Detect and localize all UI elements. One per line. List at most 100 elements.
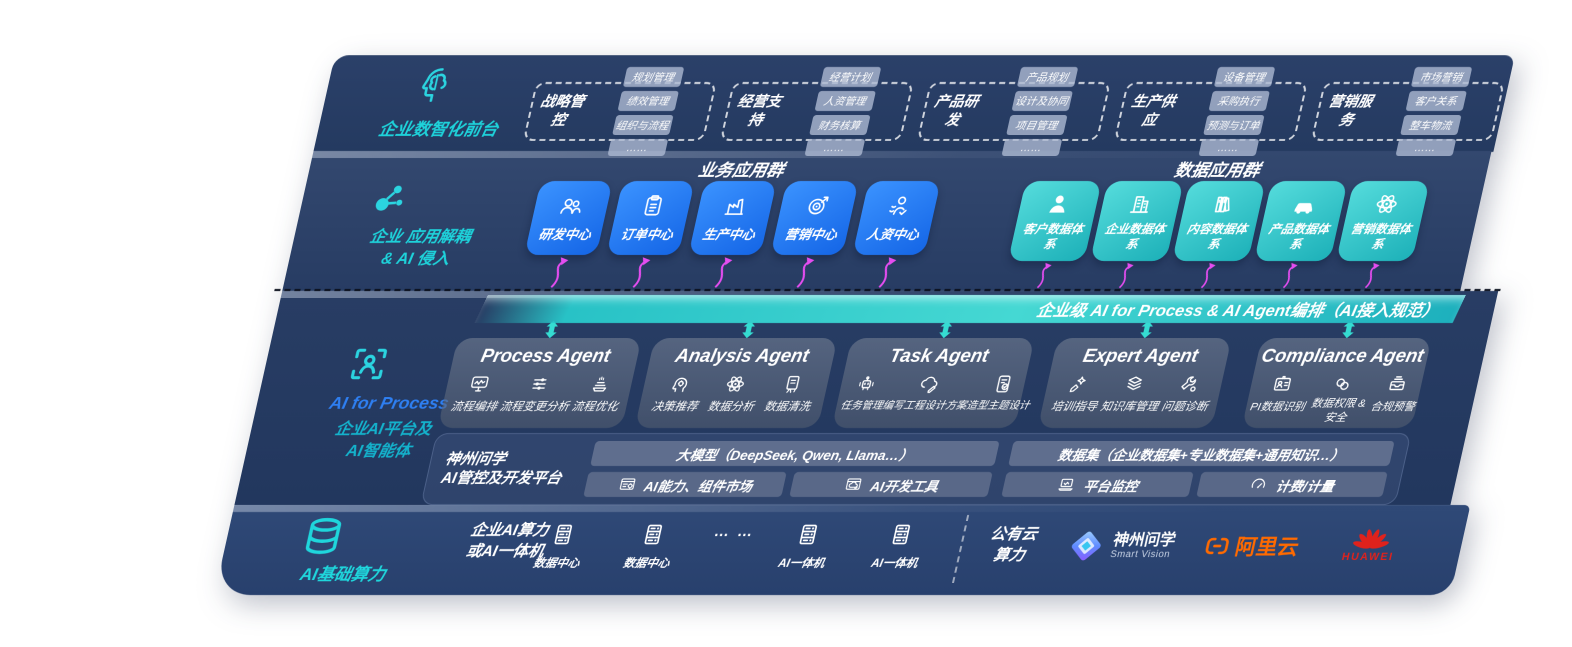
tag: 整车物流 [1399,115,1462,135]
agent-item-label: 知识库管理 [1099,401,1160,413]
data-box-label: 产品数据体系 [1267,221,1331,251]
tag: 客户关系 [1404,91,1467,111]
dataset-bar: 数据集（企业数据集+专业数据集+通用知识…） [1008,441,1395,466]
public-cloud-label-line1: 公有云 [988,526,1039,543]
tag: 经营计划 [819,67,881,87]
car-icon [1289,191,1321,217]
agent-item-label: 合规预警 [1369,401,1417,413]
cell-label: 平台监控 [1081,478,1140,494]
tag: 采购执行 [1207,91,1270,111]
agent-item-label: 问题诊断 [1160,401,1209,413]
data-box-label: 企业数据体系 [1103,221,1167,251]
idcard-icon [1269,373,1296,395]
cell-label: AI能力、组件市场 [642,478,754,494]
compliance-agent-card: Compliance Agent PI数据识别 数据权限 & 安全 合规预警 [1241,338,1432,428]
platform-monitor-cell: 平台监控 [1001,472,1194,497]
server-label: AI一体机 [869,558,919,570]
tag: 人资管理 [813,91,876,111]
billing-metering-cell: 计费/计量 [1195,472,1388,497]
server-icon [636,521,669,548]
people-icon [555,193,587,219]
clipboard-icon [637,193,669,219]
agent-item-label: 数据权限 & 安全 [1309,398,1367,424]
server-icon [791,521,824,548]
expert-agent-card: Expert Agent 培训指导 知识库管理 问题诊断 [1037,338,1232,428]
platform-label-line2: AI管控及开发平台 [439,470,564,487]
wrench-icon [1176,373,1203,395]
group-title: 生产供应 [1129,94,1177,129]
ai-allinone-server: AI一体机 [758,521,853,571]
tag: …… [1197,139,1259,156]
architecture-diagram: 企业数智化前台 战略管控 规划管理 绩效管理 组织与流程 …… 经营支持 经营计… [214,55,1571,595]
tag: 市场营销 [1410,67,1472,87]
gauge-icon [1247,475,1270,494]
cell-label: 计费/计量 [1274,478,1336,494]
agent-title: Analysis Agent [673,345,812,366]
analysis-agent-card: Analysis Agent 决策推荐 数据分析 数据清洗 [634,338,838,428]
partner-name: HUAWEI [1340,551,1395,563]
agent-item-label: 流程变更分析 [498,401,571,413]
tag: 组织与流程 [611,115,674,135]
cell-label: AI开发工具 [868,478,940,494]
partner-name: 神州问学 [1111,531,1178,549]
atom-icon [1371,191,1403,217]
partner-svision-logo: 神州问学 Smart Vision [1063,527,1179,565]
window-gear-icon [615,475,638,494]
group-title: 经营支持 [735,94,783,129]
ai-orchestration-banner: 企业级 AI for Process & AI Agent编排（AI接入规范） [474,295,1466,323]
person-icon [1043,191,1075,217]
datacenter-server: 数据中心 [513,521,608,571]
agent-title: Compliance Agent [1259,345,1427,366]
ai-dev-tools-cell: AI开发工具 [789,472,994,497]
ai-capability-market-cell: AI能力、组件市场 [583,472,787,497]
server-icon [546,521,579,548]
tag: 财务核算 [808,115,871,135]
agent-title: Task Agent [887,345,991,366]
data-box-label: 客户数据体系 [1021,221,1085,251]
infra-label: AI基础算力 [298,565,388,584]
tag: 项目管理 [1005,115,1068,135]
tag: 设计及协同 [1010,91,1073,111]
server-label: 数据中心 [621,558,671,570]
tag: …… [606,139,668,156]
books-icon [1207,191,1239,217]
group-title: 营销服务 [1326,94,1374,129]
tag: 绩效管理 [616,91,679,111]
app-box-label: 订单中心 [619,227,675,242]
training-icon [1066,373,1093,395]
ai-allinone-server: AI一体机 [851,521,946,571]
server-icon [884,521,917,548]
window-cloud-icon [842,475,865,494]
ai-platform-panel: 神州问学 AI管控及开发平台 大模型（DeepSeek, Qwen, Llama… [420,433,1412,505]
agent-item-label: PI数据识别 [1248,401,1307,413]
data-group-title: 数据应用群 [1172,161,1262,180]
agent-item-label: 数据分析 [706,401,756,413]
sliders-icon [526,373,553,395]
atom-icon [722,373,749,395]
tag: …… [1000,139,1062,156]
server-label: AI一体机 [776,558,826,570]
agent-item-label: 造型主题设计 [965,400,1031,412]
group-title: 产品研发 [932,94,980,129]
layers-icon [1121,373,1148,395]
partner-huawei-logo: HUAWEI [1311,517,1431,563]
tag: 设备管理 [1213,67,1275,87]
app-box-label: 生产中心 [701,227,757,242]
factory-icon [719,193,751,219]
agent-title: Process Agent [479,345,613,366]
app-box-label: 人资中心 [865,227,921,242]
banner-text: 企业级 AI for Process & AI Agent编排（AI接入规范） [1034,302,1441,320]
servers-ellipsis: … … [712,523,757,540]
agent-item-label: 数据清洗 [762,401,812,413]
building-icon [1125,191,1157,217]
stack-icon [587,373,614,395]
tablet-check-icon [990,373,1017,395]
platform-label-line1: 神州问学 [443,450,508,468]
agent-item-label: 流程编排 [449,401,499,413]
group-title: 战略管控 [538,94,586,129]
tag: 预测与订单 [1202,115,1265,135]
partner-aliyun-logo: 阿里云 [1177,531,1324,561]
laptop-icon [1055,475,1078,494]
cloud-pen-icon [916,373,943,395]
model-bar: 大模型（DeepSeek, Qwen, Llama…） [590,441,1000,466]
